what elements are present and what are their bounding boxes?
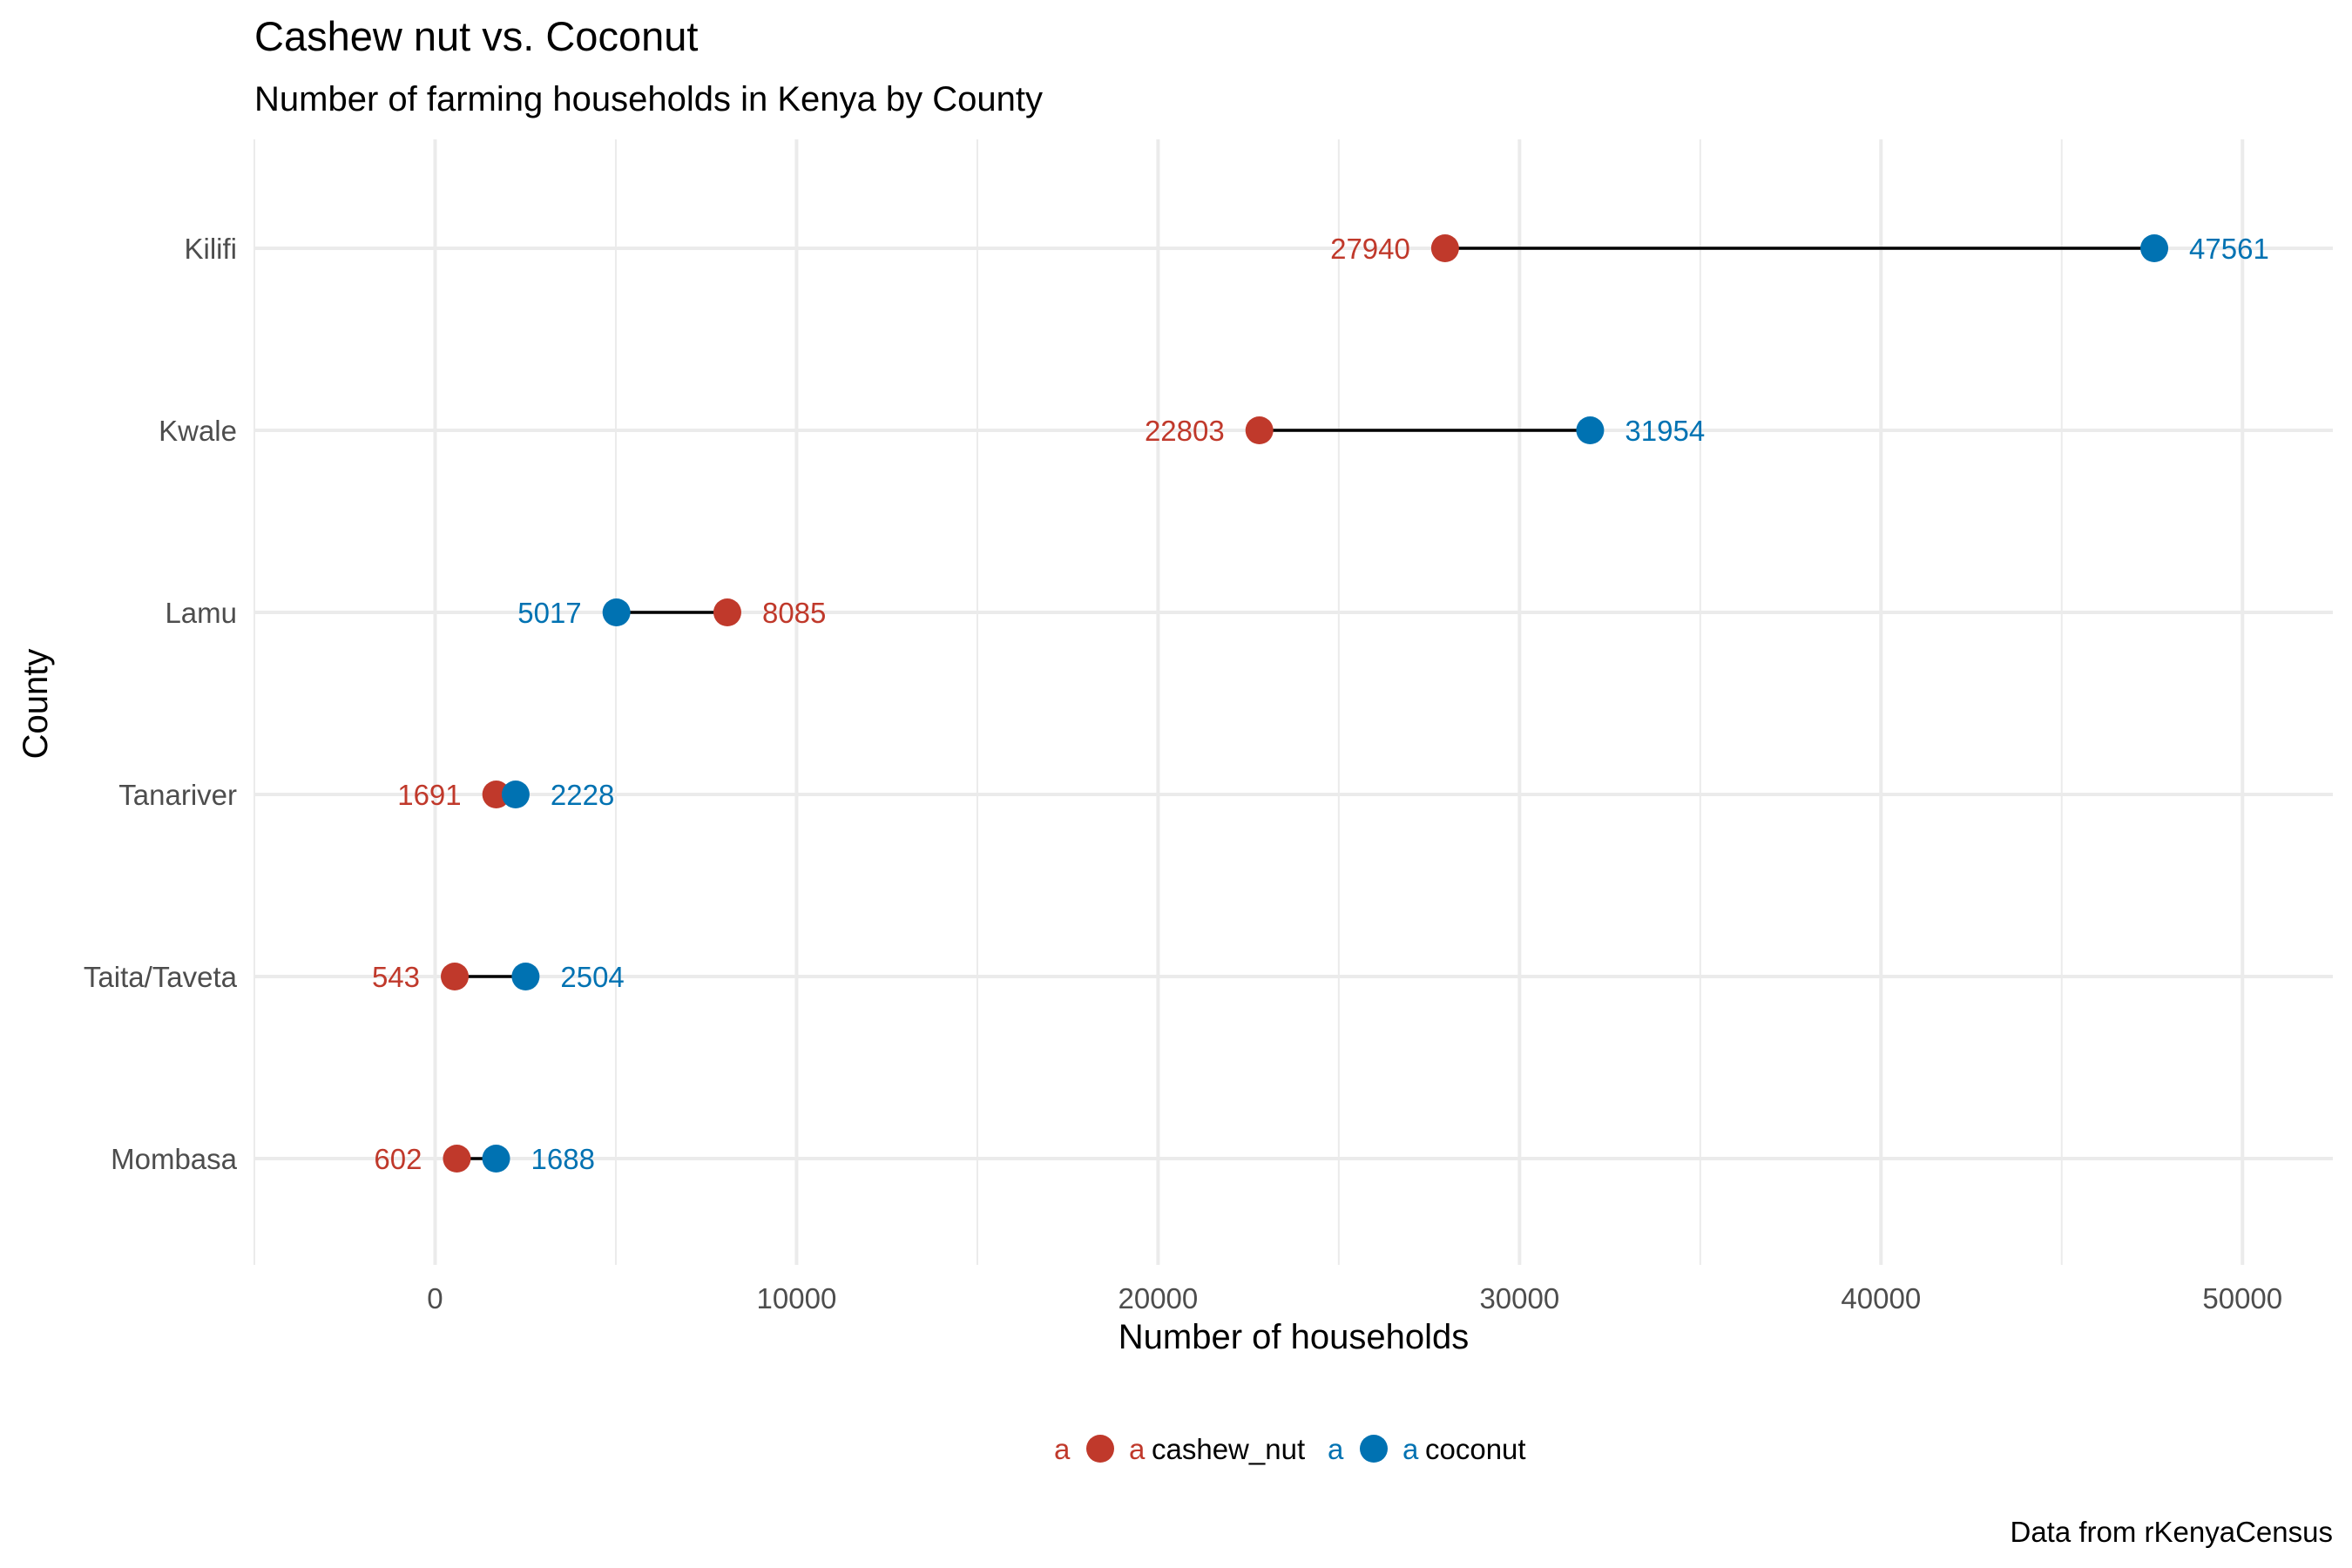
legend: a a cashew_nut a a coconut xyxy=(1054,1433,1526,1465)
legend-label-coconut: coconut xyxy=(1425,1433,1526,1465)
data-label: 47561 xyxy=(2189,233,2269,265)
legend-key-glyph-cashew-nut: a xyxy=(1129,1433,1146,1465)
data-point-cashew-nut xyxy=(441,963,470,990)
x-tick-label: 30000 xyxy=(1479,1282,1559,1315)
data-point-coconut xyxy=(2140,234,2169,262)
chart-caption: Data from rKenyaCensus xyxy=(2011,1516,2334,1548)
data-label: 2504 xyxy=(560,961,624,993)
legend-key-glyph-coconut: a xyxy=(1402,1433,1419,1465)
y-axis-tick-labels: Kilifi Kwale Lamu Tanariver Taita/Taveta Momb… xyxy=(84,233,238,1175)
data-label: 8085 xyxy=(762,597,826,629)
x-axis-tick-labels: 0 10000 20000 30000 40000 50000 xyxy=(427,1282,2282,1315)
data-point-cashew-nut xyxy=(713,598,741,626)
y-tick-label: Tanariver xyxy=(118,779,237,811)
data-point-coconut xyxy=(602,598,631,626)
data-point-cashew-nut xyxy=(1245,416,1274,444)
y-gridlines xyxy=(254,247,2333,1160)
data-point-coconut xyxy=(511,963,540,990)
data-label: 1691 xyxy=(397,779,461,811)
data-point-coconut xyxy=(501,781,530,808)
y-tick-label: Kwale xyxy=(159,415,237,447)
data-point-cashew-nut xyxy=(1430,234,1459,262)
data-label: 1688 xyxy=(531,1143,595,1175)
y-axis-title: County xyxy=(17,649,55,760)
x-tick-label: 10000 xyxy=(757,1282,837,1315)
data-labels: 27940 47561 22803 31954 8085 5017 1691 2228 543 2… xyxy=(372,233,2269,1175)
legend-key-point-coconut xyxy=(1360,1435,1388,1463)
data-points xyxy=(441,234,2169,1173)
legend-label-cashew-nut: cashew_nut xyxy=(1152,1433,1305,1465)
x-axis-title: Number of households xyxy=(1119,1318,1469,1356)
data-label: 5017 xyxy=(517,597,581,629)
x-tick-label: 20000 xyxy=(1119,1282,1199,1315)
data-point-cashew-nut xyxy=(482,781,510,808)
x-tick-label: 40000 xyxy=(1841,1282,1921,1315)
data-label: 543 xyxy=(372,961,420,993)
data-point-coconut xyxy=(482,1145,510,1173)
legend-key-point-cashew-nut xyxy=(1086,1435,1114,1463)
y-tick-label: Kilifi xyxy=(184,233,237,265)
dumbbell-segments xyxy=(455,247,2155,1160)
data-point-cashew-nut xyxy=(443,1145,471,1173)
data-label: 27940 xyxy=(1330,233,1410,265)
data-label: 2228 xyxy=(551,779,614,811)
y-tick-label: Mombasa xyxy=(111,1143,238,1175)
minor-gridlines xyxy=(253,139,2063,1265)
x-tick-label: 0 xyxy=(427,1282,443,1315)
data-point-coconut xyxy=(1576,416,1605,444)
data-label: 31954 xyxy=(1625,415,1705,447)
data-label: 602 xyxy=(374,1143,422,1175)
legend-key-glyph-cashew-nut: a xyxy=(1054,1433,1071,1465)
major-gridlines xyxy=(433,139,2245,1265)
y-tick-label: Lamu xyxy=(165,597,237,629)
y-tick-label: Taita/Taveta xyxy=(84,961,238,993)
data-label: 22803 xyxy=(1145,415,1225,447)
chart-subtitle: Number of farming households in Kenya by… xyxy=(254,80,1043,118)
x-tick-label: 50000 xyxy=(2202,1282,2282,1315)
legend-key-glyph-coconut: a xyxy=(1328,1433,1344,1465)
chart-title: Cashew nut vs. Coconut xyxy=(254,13,698,59)
